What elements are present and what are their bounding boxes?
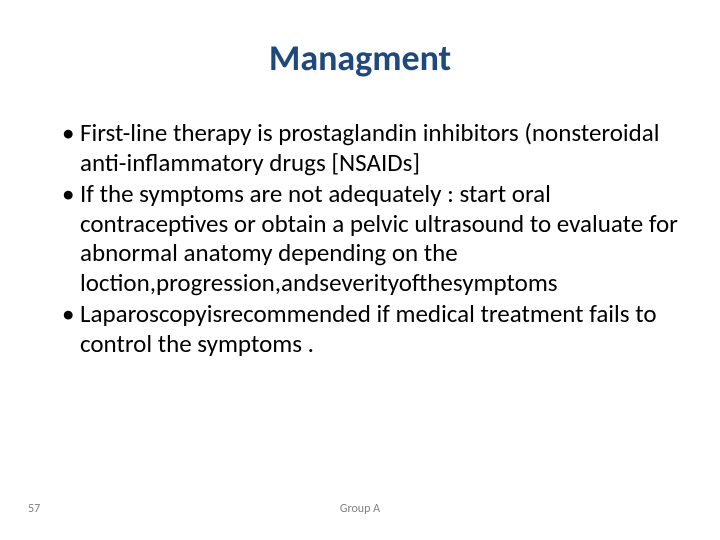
bullet-list: First-line therapy is prostaglandin inhi… [40,118,680,358]
footer-center-text: Group A [0,502,720,516]
bullet-item: First-line therapy is prostaglandin inhi… [62,118,680,177]
slide: Managment First-line therapy is prostagl… [0,0,720,540]
bullet-item: If the symptoms are not adequately : sta… [62,179,680,297]
bullet-item: Laparoscopyisrecommended if medical trea… [62,299,680,358]
slide-title: Managment [40,36,680,80]
